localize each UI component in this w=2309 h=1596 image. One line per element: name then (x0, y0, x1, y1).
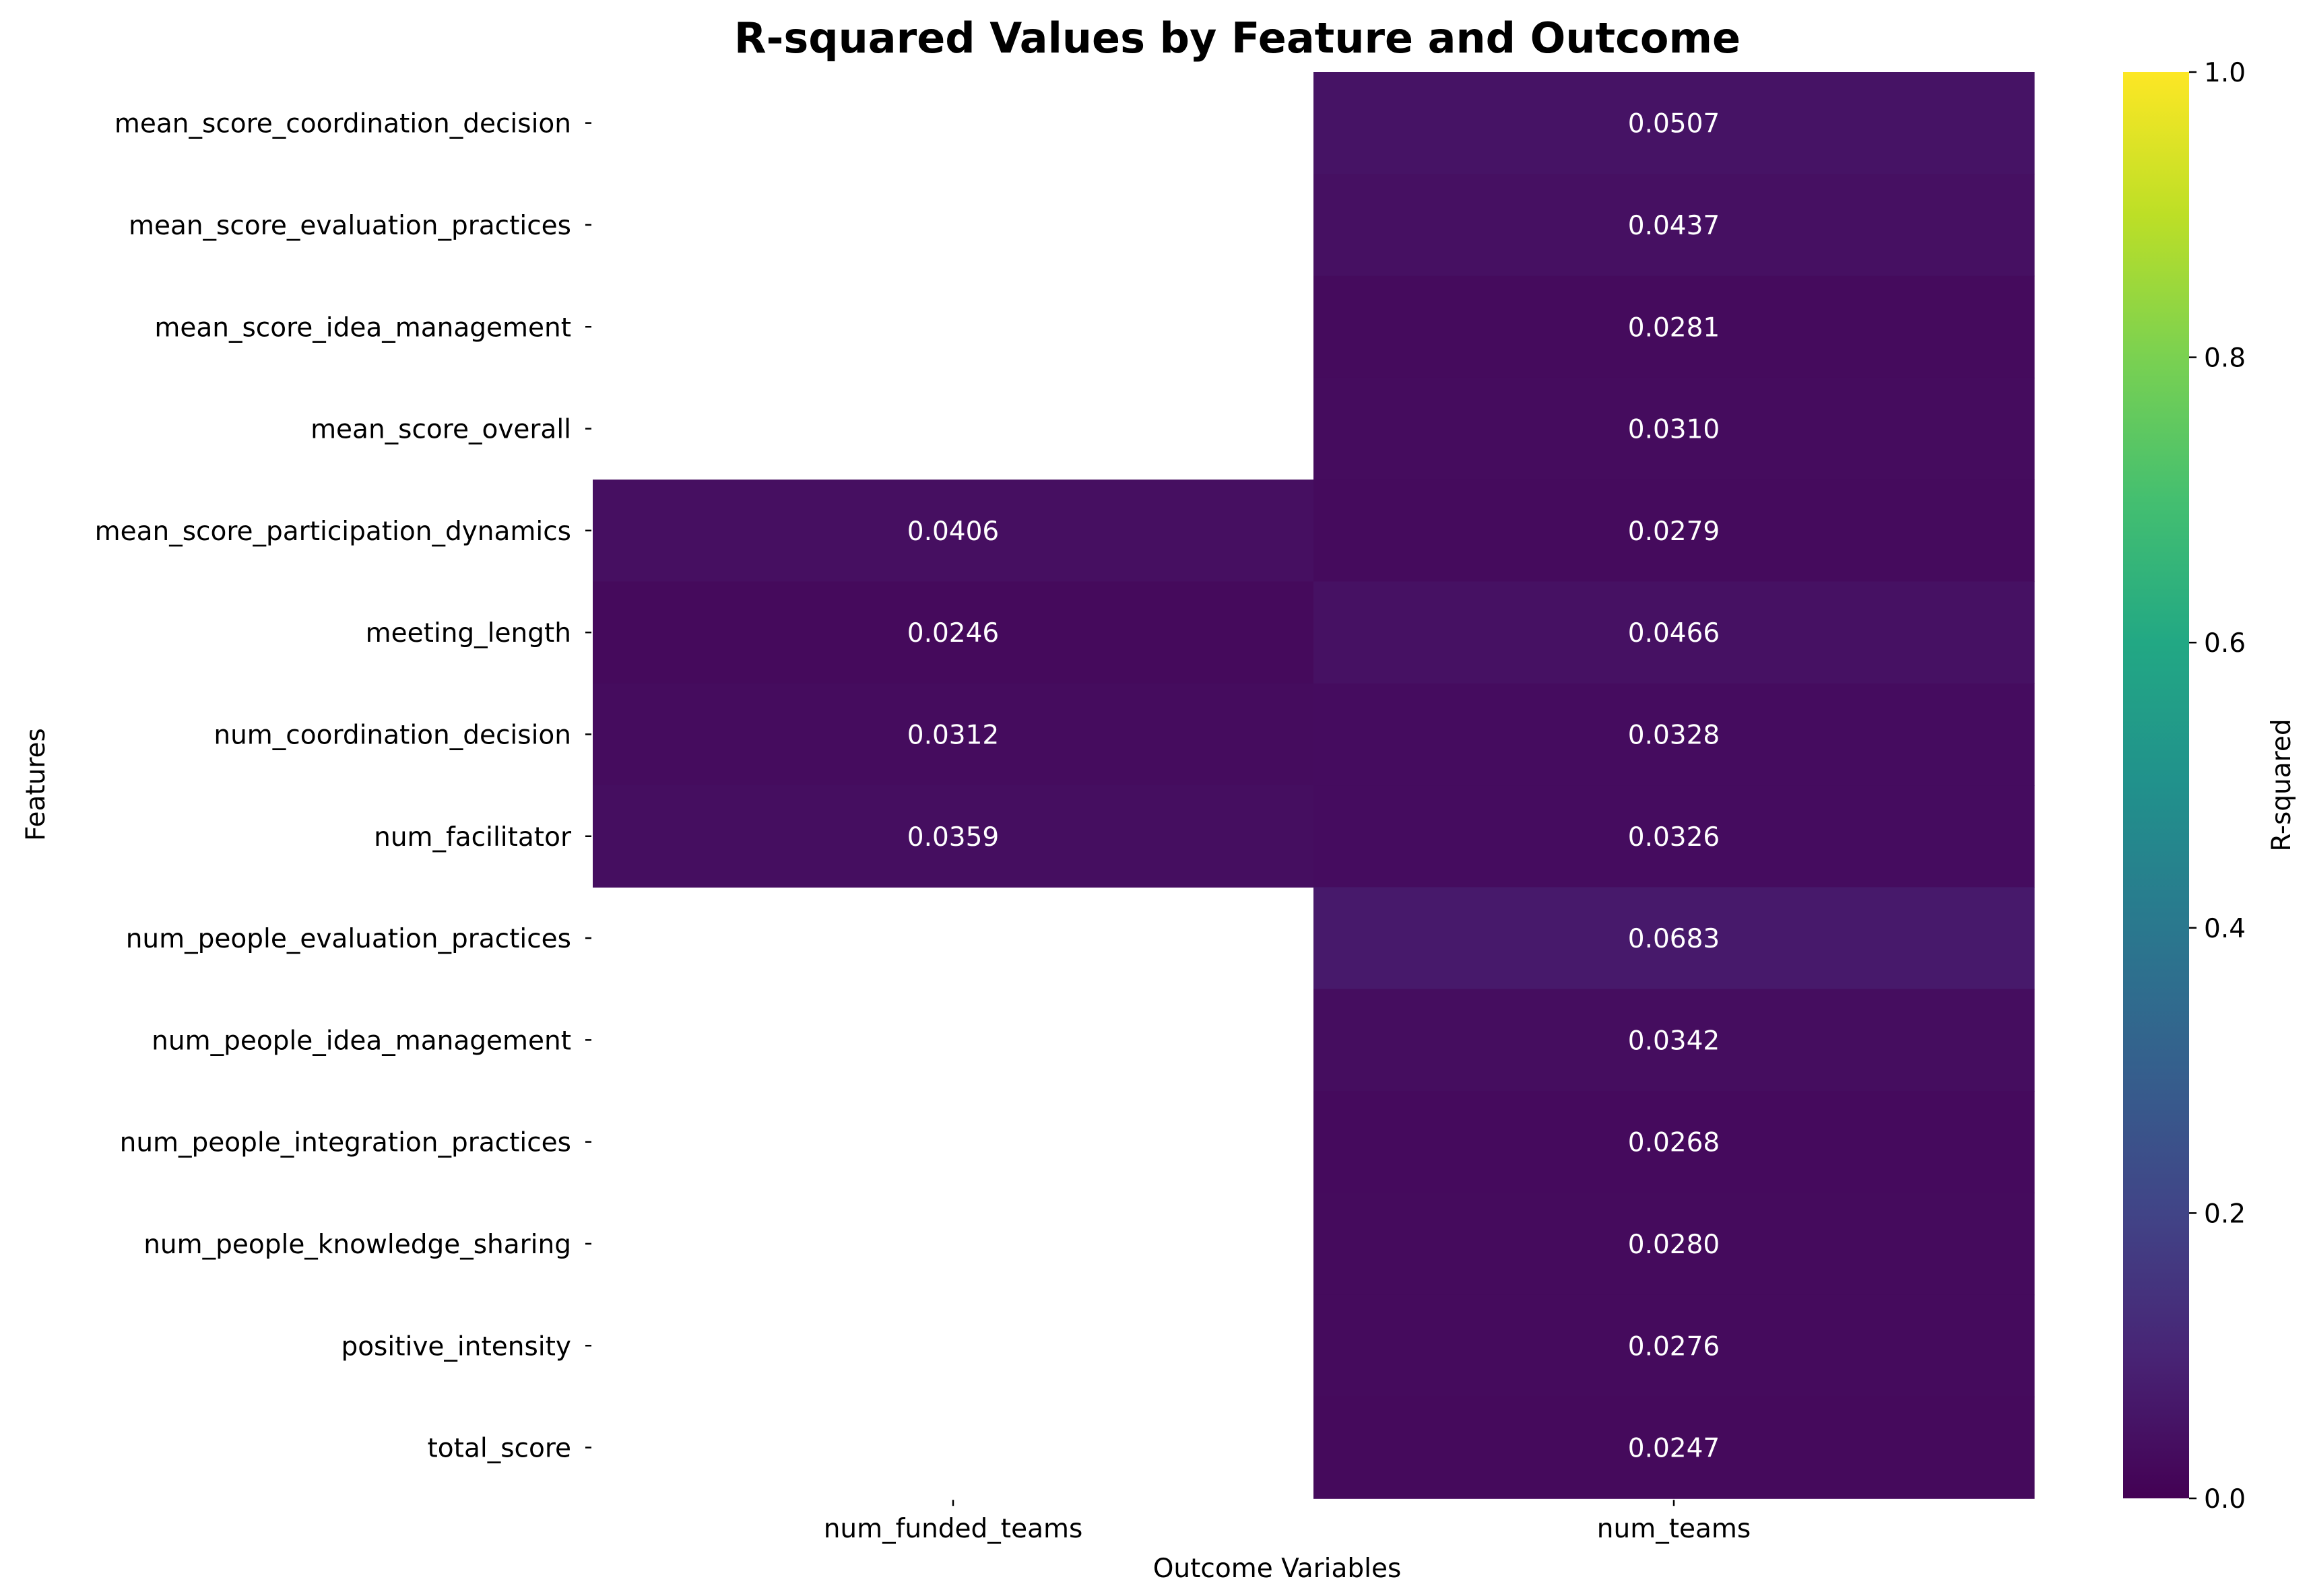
heatmap-cell (1313, 72, 2035, 174)
row-tick-label: mean_score_coordination_decision (115, 109, 571, 139)
row-tick-label: num_people_knowledge_sharing (143, 1230, 571, 1260)
row-tick-label: num_facilitator (374, 822, 572, 853)
column-tick-label: num_teams (1597, 1514, 1751, 1544)
row-tick-label: positive_intensity (341, 1331, 571, 1362)
heatmap-cell (1313, 174, 2035, 277)
chart-title: R-squared Values by Feature and Outcome (734, 13, 1741, 63)
cell-value-label: 0.0246 (907, 618, 999, 649)
heatmap-cell (1313, 377, 2035, 480)
heatmap-cell (1313, 1091, 2035, 1193)
row-tick-label: num_people_integration_practices (120, 1128, 571, 1158)
cell-value-label: 0.0280 (1628, 1230, 1720, 1260)
y-axis-label: Features (21, 728, 51, 841)
colorbar: 0.0 0.2 0.4 0.6 0.8 1.0 R-squared (2123, 58, 2297, 1515)
cell-value-label: 0.0312 (907, 720, 999, 750)
colorbar-tick-label: 0.0 (2204, 1484, 2246, 1515)
row-tick-label: meeting_length (366, 618, 571, 649)
row-tick-label: mean_score_participation_dynamics (95, 517, 571, 547)
cell-value-label: 0.0276 (1628, 1331, 1720, 1362)
colorbar-tick-label: 0.8 (2204, 343, 2246, 374)
column-tick-label: num_funded_teams (824, 1514, 1083, 1544)
row-tick-label: total_score (428, 1434, 571, 1464)
cell-value-label: 0.0683 (1628, 924, 1720, 954)
heatmap-cell (593, 479, 1314, 583)
cell-value-label: 0.0406 (907, 517, 999, 547)
x-axis-label: Outcome Variables (1153, 1554, 1402, 1584)
row-tick-label: num_coordination_decision (214, 720, 571, 750)
cell-value-label: 0.0247 (1628, 1434, 1720, 1464)
column-tick-labels: num_funded_teams num_teams (824, 1500, 1751, 1544)
row-tick-label: num_people_idea_management (152, 1026, 571, 1056)
heatmap-cell (1313, 275, 2035, 378)
colorbar-gradient (2123, 72, 2189, 1498)
heatmap-cell (1313, 887, 2035, 990)
heatmap-cell (1313, 989, 2035, 1092)
heatmap-cell (593, 785, 1314, 888)
row-tick-labels: mean_score_coordination_decision mean_sco… (95, 109, 591, 1464)
colorbar-tick-label: 0.6 (2204, 628, 2246, 659)
cell-value-label: 0.0326 (1628, 822, 1720, 853)
cell-value-label: 0.0310 (1628, 415, 1720, 445)
cell-value-label: 0.0466 (1628, 618, 1720, 649)
cell-value-label: 0.0279 (1628, 517, 1720, 547)
heatmap-cells: 0.0507 0.0437 0.0281 0.0310 0.0406 0.0279 0.02… (593, 72, 2035, 1499)
colorbar-label: R-squared (2267, 719, 2297, 851)
heatmap-cell (1313, 1396, 2035, 1499)
row-tick-label: mean_score_overall (311, 415, 571, 445)
colorbar-tick-label: 0.2 (2204, 1199, 2246, 1229)
cell-value-label: 0.0281 (1628, 312, 1720, 343)
heatmap-cell (1313, 785, 2035, 888)
row-tick-label: mean_score_idea_management (154, 312, 571, 343)
colorbar-tick-label: 0.4 (2204, 914, 2246, 944)
cell-value-label: 0.0359 (907, 822, 999, 853)
cell-value-label: 0.0342 (1628, 1026, 1720, 1056)
heatmap-cell (1313, 1193, 2035, 1296)
cell-value-label: 0.0507 (1628, 109, 1720, 139)
cell-value-label: 0.0268 (1628, 1128, 1720, 1158)
heatmap-cell (593, 581, 1314, 684)
cell-value-label: 0.0437 (1628, 211, 1720, 241)
heatmap-cell (593, 683, 1314, 786)
heatmap-cell (1313, 581, 2035, 684)
heatmap-cell (1313, 1294, 2035, 1397)
row-tick-label: num_people_evaluation_practices (126, 924, 571, 954)
row-tick-label: mean_score_evaluation_practices (129, 211, 571, 241)
colorbar-ticks: 0.0 0.2 0.4 0.6 0.8 1.0 (2189, 58, 2246, 1515)
colorbar-tick-label: 1.0 (2204, 58, 2246, 88)
heatmap-cell (1313, 683, 2035, 786)
heatmap-cell (1313, 479, 2035, 583)
cell-value-label: 0.0328 (1628, 720, 1720, 750)
